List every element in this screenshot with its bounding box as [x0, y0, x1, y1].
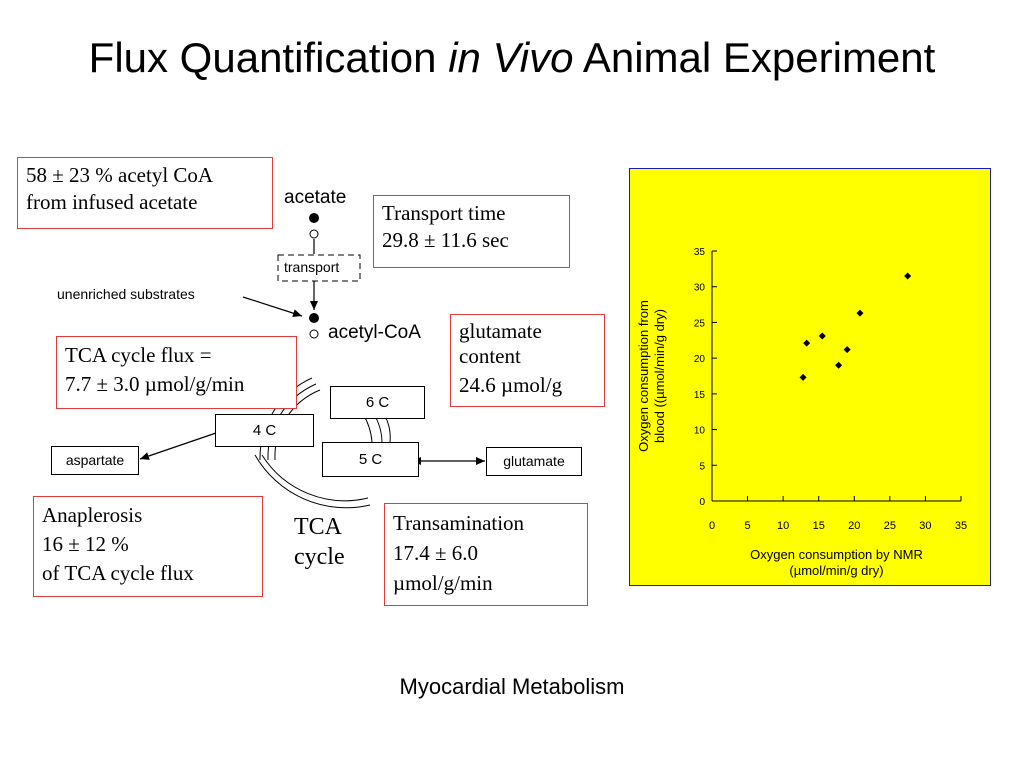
six-carbon-label: 6 C	[365, 394, 390, 411]
glutamate-content-box: glutamate content 24.6 µmol/g	[450, 314, 605, 407]
slide-title: Flux Quantification in Vivo Animal Exper…	[0, 28, 1024, 88]
acetylcoa-filled-dot	[309, 313, 319, 323]
acetyl-coa-line-2: from infused acetate	[26, 190, 198, 214]
acetylcoa-open-dot	[309, 329, 319, 339]
glutamate-content-line-1: glutamate	[459, 319, 542, 343]
y-tick-label-2: 10	[694, 426, 706, 437]
y-tick-label-1: 5	[699, 461, 705, 472]
acetyl-coa-label: acetyl-CoA	[328, 322, 421, 343]
y-tick-label-7: 35	[694, 247, 706, 258]
acetyl-coa-line-1: 58 ± 23 % acetyl CoA	[26, 163, 214, 187]
title-main: Flux Quantification	[88, 34, 449, 81]
caption: Myocardial Metabolism	[399, 674, 625, 699]
data-point-5	[856, 309, 864, 317]
x-tick-label-7: 35	[955, 520, 967, 532]
x-tick-label-2: 10	[777, 520, 789, 532]
four-carbon-box: 4 C	[215, 414, 314, 447]
glutamate-content-line-3: 24.6 µmol/g	[459, 373, 563, 397]
tca-flux-line-1: TCA cycle flux =	[65, 343, 212, 367]
six-carbon-box: 6 C	[330, 386, 425, 419]
y-tick-label-4: 20	[694, 354, 706, 365]
transamination-line-3: µmol/g/min	[393, 571, 493, 595]
four-carbon-label: 4 C	[252, 422, 277, 439]
y-axis-label-1: blood ((µmol/min/g dry)	[652, 309, 667, 443]
data-point-4	[843, 346, 851, 354]
x-tick-label-3: 15	[813, 520, 825, 532]
scatter-chart: 0 5 10 15 20 25 30 35 0 5 10 15 20 25 30 35 Oxygen consu…	[636, 247, 967, 578]
tca-flux-line-2: 7.7 ± 3.0 µmol/g/min	[65, 372, 245, 396]
transport-box	[277, 254, 361, 282]
acetate-filled-dot	[309, 213, 319, 223]
tca-cycle-label: TCA cycle	[294, 512, 345, 572]
anaplerosis-line-3: of TCA cycle flux	[42, 561, 194, 585]
glutamate-label: glutamate	[503, 453, 565, 469]
five-carbon-box: 5 C	[322, 442, 419, 477]
transport-label: transport	[284, 259, 340, 275]
transport-time-line-2: 29.8 ± 11.6 sec	[382, 228, 509, 252]
five-carbon-label: 5 C	[358, 451, 383, 468]
tca-label-line-1: TCA	[294, 514, 342, 540]
data-point-0	[799, 373, 807, 381]
data-point-2	[818, 332, 826, 340]
data-point-3	[835, 361, 843, 369]
y-tick-label-0: 0	[699, 497, 705, 508]
x-axis-label-0: Oxygen consumption by NMR	[750, 547, 923, 562]
data-point-6	[904, 272, 912, 280]
tca-label-line-2: cycle	[294, 544, 345, 570]
tca-flux-box: TCA cycle flux = 7.7 ± 3.0 µmol/g/min	[56, 336, 297, 409]
y-axis-label-0: Oxygen consumption from	[636, 300, 651, 452]
x-tick-label-0: 0	[709, 520, 715, 532]
unenriched-substrates-label: unenriched substrates	[57, 286, 195, 302]
anaplerosis-line-2: 16 ± 12 %	[42, 532, 129, 556]
transport-time-box: Transport time 29.8 ± 11.6 sec	[373, 195, 570, 268]
data-point-1	[803, 339, 811, 347]
aspartate-label: aspartate	[65, 452, 125, 468]
transamination-box: Transamination 17.4 ± 6.0 µmol/g/min	[384, 503, 588, 606]
acetate-label: acetate	[284, 187, 347, 208]
x-tick-label-5: 25	[884, 520, 896, 532]
x-tick-label-4: 20	[848, 520, 860, 532]
x-axis-label-1: (µmol/min/g dry)	[789, 563, 883, 578]
x-tick-label-6: 30	[919, 520, 931, 532]
x-tick-label-1: 5	[745, 520, 751, 532]
glutamate-content-line-2: content	[459, 344, 521, 368]
transamination-line-2: 17.4 ± 6.0	[393, 541, 479, 565]
acetyl-coa-fraction-box: 58 ± 23 % acetyl CoA from infused acetat…	[17, 157, 273, 229]
y-tick-label-6: 30	[694, 283, 706, 294]
anaplerosis-line-1: Anaplerosis	[42, 503, 143, 527]
y-tick-label-5: 25	[694, 318, 706, 329]
aspartate-box: aspartate	[51, 446, 139, 475]
title-italic: in Vivo	[448, 34, 574, 81]
transamination-line-1: Transamination	[393, 511, 525, 535]
scatter-chart-panel: 0 5 10 15 20 25 30 35 0 5 10 15 20 25 30 35 Oxygen consu…	[629, 168, 991, 586]
anaplerosis-box: Anaplerosis 16 ± 12 % of TCA cycle flux	[33, 496, 263, 597]
glutamate-box: glutamate	[486, 447, 582, 476]
acetate-open-dot	[309, 229, 319, 239]
transport-time-line-1: Transport time	[382, 201, 506, 225]
y-tick-label-3: 15	[694, 390, 706, 401]
title-rest: Animal Experiment	[573, 34, 936, 81]
